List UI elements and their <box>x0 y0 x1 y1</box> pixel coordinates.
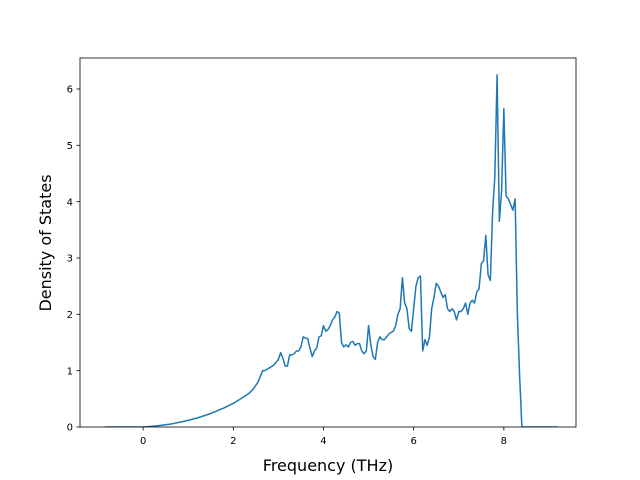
y-tick-label: 5 <box>67 141 73 152</box>
x-tick-label: 4 <box>320 436 326 447</box>
axes: 0 2 4 6 8 0 1 2 3 4 5 6 <box>67 57 577 447</box>
y-tick-label: 0 <box>67 423 73 434</box>
x-axis-label: Frequency (THz) <box>263 456 393 475</box>
dos-series-line <box>104 74 558 427</box>
plot-area <box>104 74 558 427</box>
x-tick-label: 6 <box>410 436 416 447</box>
x-tick-label: 8 <box>501 436 507 447</box>
y-tick-label: 3 <box>67 254 73 265</box>
y-tick-label: 4 <box>67 197 73 208</box>
y-axis-label: Density of States <box>36 174 55 311</box>
y-tick-label: 2 <box>67 310 73 321</box>
x-tick-label: 2 <box>230 436 236 447</box>
x-tick-label: 0 <box>140 436 146 447</box>
y-tick-label: 1 <box>67 366 73 377</box>
axes-frame <box>79 57 577 428</box>
y-tick-label: 6 <box>67 85 73 96</box>
